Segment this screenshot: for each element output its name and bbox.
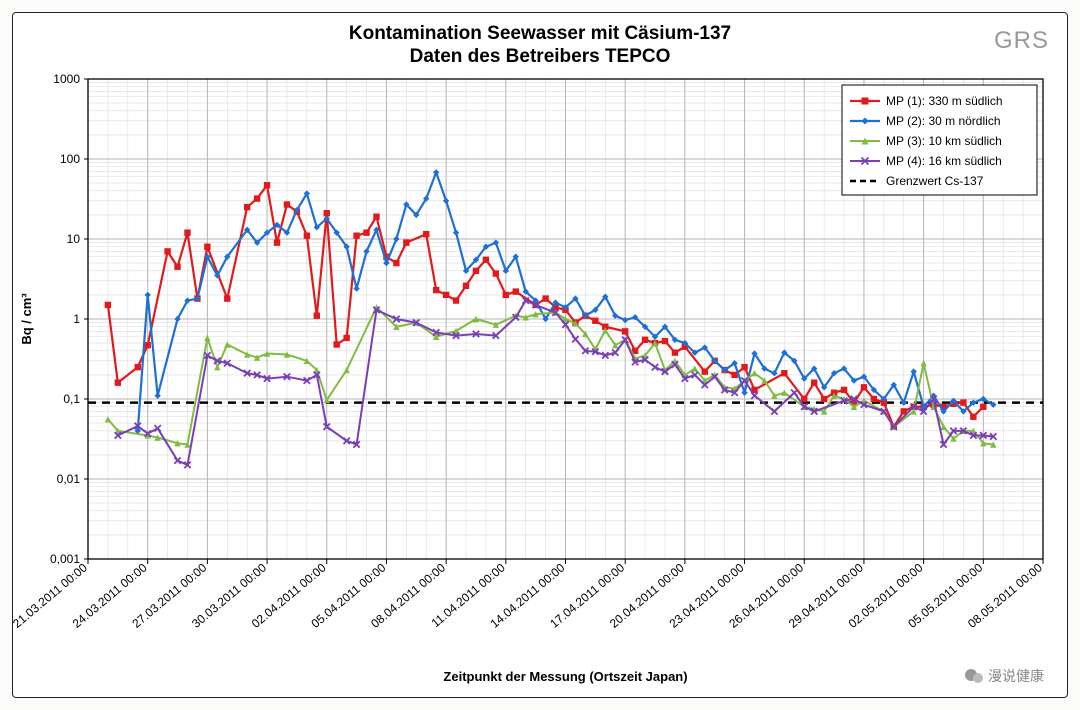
watermark-text: 漫说健康 bbox=[988, 666, 1044, 686]
svg-text:MP (2): 30 m nördlich: MP (2): 30 m nördlich bbox=[886, 114, 1001, 128]
chart-frame: Kontamination Seewasser mit Cäsium-137 D… bbox=[12, 12, 1068, 698]
chart-title: Kontamination Seewasser mit Cäsium-137 D… bbox=[13, 23, 1067, 69]
svg-text:1: 1 bbox=[73, 312, 80, 326]
svg-text:MP (4): 16 km südlich: MP (4): 16 km südlich bbox=[886, 154, 1002, 168]
chart-svg: 0,0010,010,11101001000Bq / cm³21.03.2011… bbox=[13, 69, 1063, 689]
svg-text:MP (1): 330 m südlich: MP (1): 330 m südlich bbox=[886, 94, 1003, 108]
svg-text:10: 10 bbox=[67, 232, 81, 246]
svg-text:Bq / cm³: Bq / cm³ bbox=[19, 292, 34, 344]
wechat-icon bbox=[964, 666, 984, 686]
svg-text:1000: 1000 bbox=[53, 72, 80, 86]
svg-text:100: 100 bbox=[60, 152, 80, 166]
title-line-1: Kontamination Seewasser mit Cäsium-137 bbox=[349, 23, 731, 44]
svg-text:MP (3): 10 km südlich: MP (3): 10 km südlich bbox=[886, 134, 1002, 148]
svg-text:0,01: 0,01 bbox=[57, 472, 81, 486]
svg-text:Grenzwert Cs-137: Grenzwert Cs-137 bbox=[886, 174, 984, 188]
plot-area: 0,0010,010,11101001000Bq / cm³21.03.2011… bbox=[13, 69, 1067, 689]
svg-text:0,1: 0,1 bbox=[63, 392, 80, 406]
title-line-2: Daten des Betreibers TEPCO bbox=[410, 46, 671, 67]
svg-text:Zeitpunkt der Messung (Ortszei: Zeitpunkt der Messung (Ortszeit Japan) bbox=[443, 669, 687, 684]
grs-logo: GRS bbox=[994, 27, 1049, 55]
watermark: 漫说健康 bbox=[958, 664, 1050, 688]
